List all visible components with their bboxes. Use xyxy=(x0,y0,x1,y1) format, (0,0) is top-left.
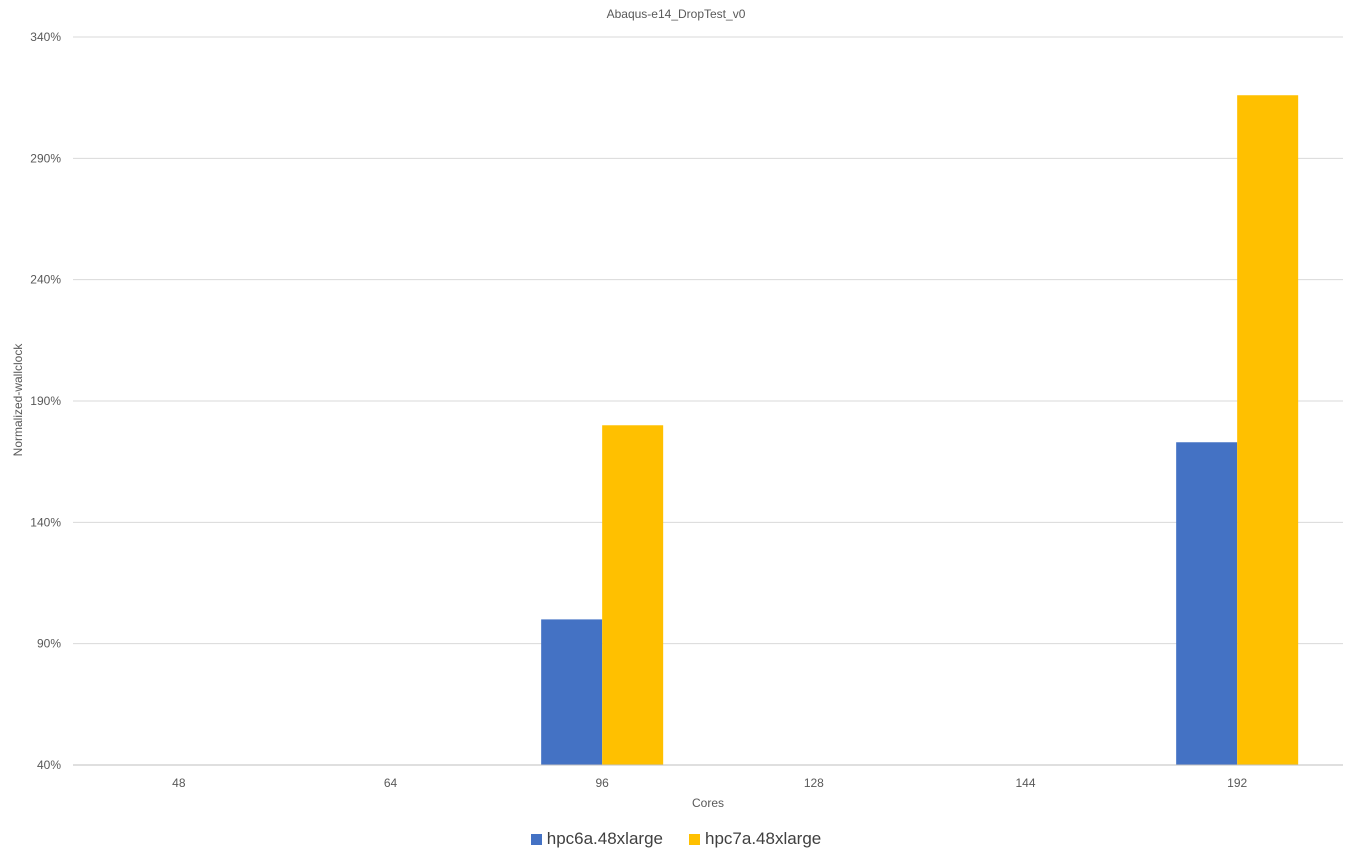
y-axis-title: Normalized-wallclock xyxy=(11,343,25,457)
x-tick-label: 64 xyxy=(384,776,398,790)
x-axis-title: Cores xyxy=(692,796,724,810)
bar-hpc6a-192 xyxy=(1176,442,1238,765)
y-tick-label: 290% xyxy=(30,151,61,165)
legend-item-hpc6a: hpc6a.48xlarge xyxy=(530,829,663,849)
y-tick-label: 240% xyxy=(30,273,61,287)
y-tick-label: 90% xyxy=(37,637,61,651)
x-tick-label: 96 xyxy=(595,776,609,790)
chart-title: Abaqus-e14_DropTest_v0 xyxy=(607,7,746,21)
y-axis-tick-labels: 40% 90% 140% 190% 240% 290% 340% xyxy=(30,30,61,772)
y-tick-label: 40% xyxy=(37,758,61,772)
bar-hpc7a-96 xyxy=(602,425,664,765)
bars xyxy=(541,95,1299,766)
y-tick-label: 140% xyxy=(30,515,61,529)
legend: hpc6a.48xlarge hpc7a.48xlarge xyxy=(0,826,1352,852)
legend-swatch-hpc7a xyxy=(689,833,700,845)
x-tick-label: 192 xyxy=(1227,776,1247,790)
legend-swatch-hpc6a xyxy=(530,833,542,845)
legend-label-hpc7a: hpc7a.48xlarge xyxy=(705,829,822,848)
y-tick-label: 340% xyxy=(30,30,61,44)
legend-item-hpc7a: hpc7a.48xlarge xyxy=(689,829,821,849)
bar-hpc6a-96 xyxy=(541,619,603,765)
gridlines xyxy=(73,36,1343,645)
x-axis-tick-labels: 48 64 96 128 144 192 xyxy=(172,776,1247,790)
bar-hpc7a-192 xyxy=(1237,95,1299,766)
y-tick-label: 190% xyxy=(30,394,61,408)
x-tick-label: 48 xyxy=(172,776,186,790)
legend-label-hpc6a: hpc6a.48xlarge xyxy=(546,829,663,848)
x-tick-label: 128 xyxy=(804,776,824,790)
x-tick-label: 144 xyxy=(1015,776,1035,790)
